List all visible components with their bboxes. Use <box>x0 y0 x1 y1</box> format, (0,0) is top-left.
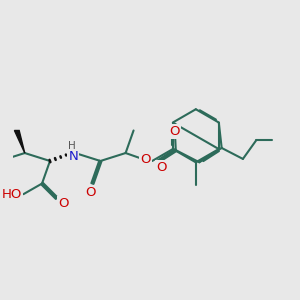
Text: H: H <box>68 141 76 152</box>
Text: N: N <box>68 150 78 163</box>
Text: O: O <box>140 153 151 166</box>
Text: O: O <box>58 197 68 210</box>
Text: O: O <box>85 186 96 199</box>
Text: O: O <box>169 125 180 138</box>
Polygon shape <box>14 130 25 153</box>
Text: HO: HO <box>2 188 22 201</box>
Text: O: O <box>156 161 167 175</box>
